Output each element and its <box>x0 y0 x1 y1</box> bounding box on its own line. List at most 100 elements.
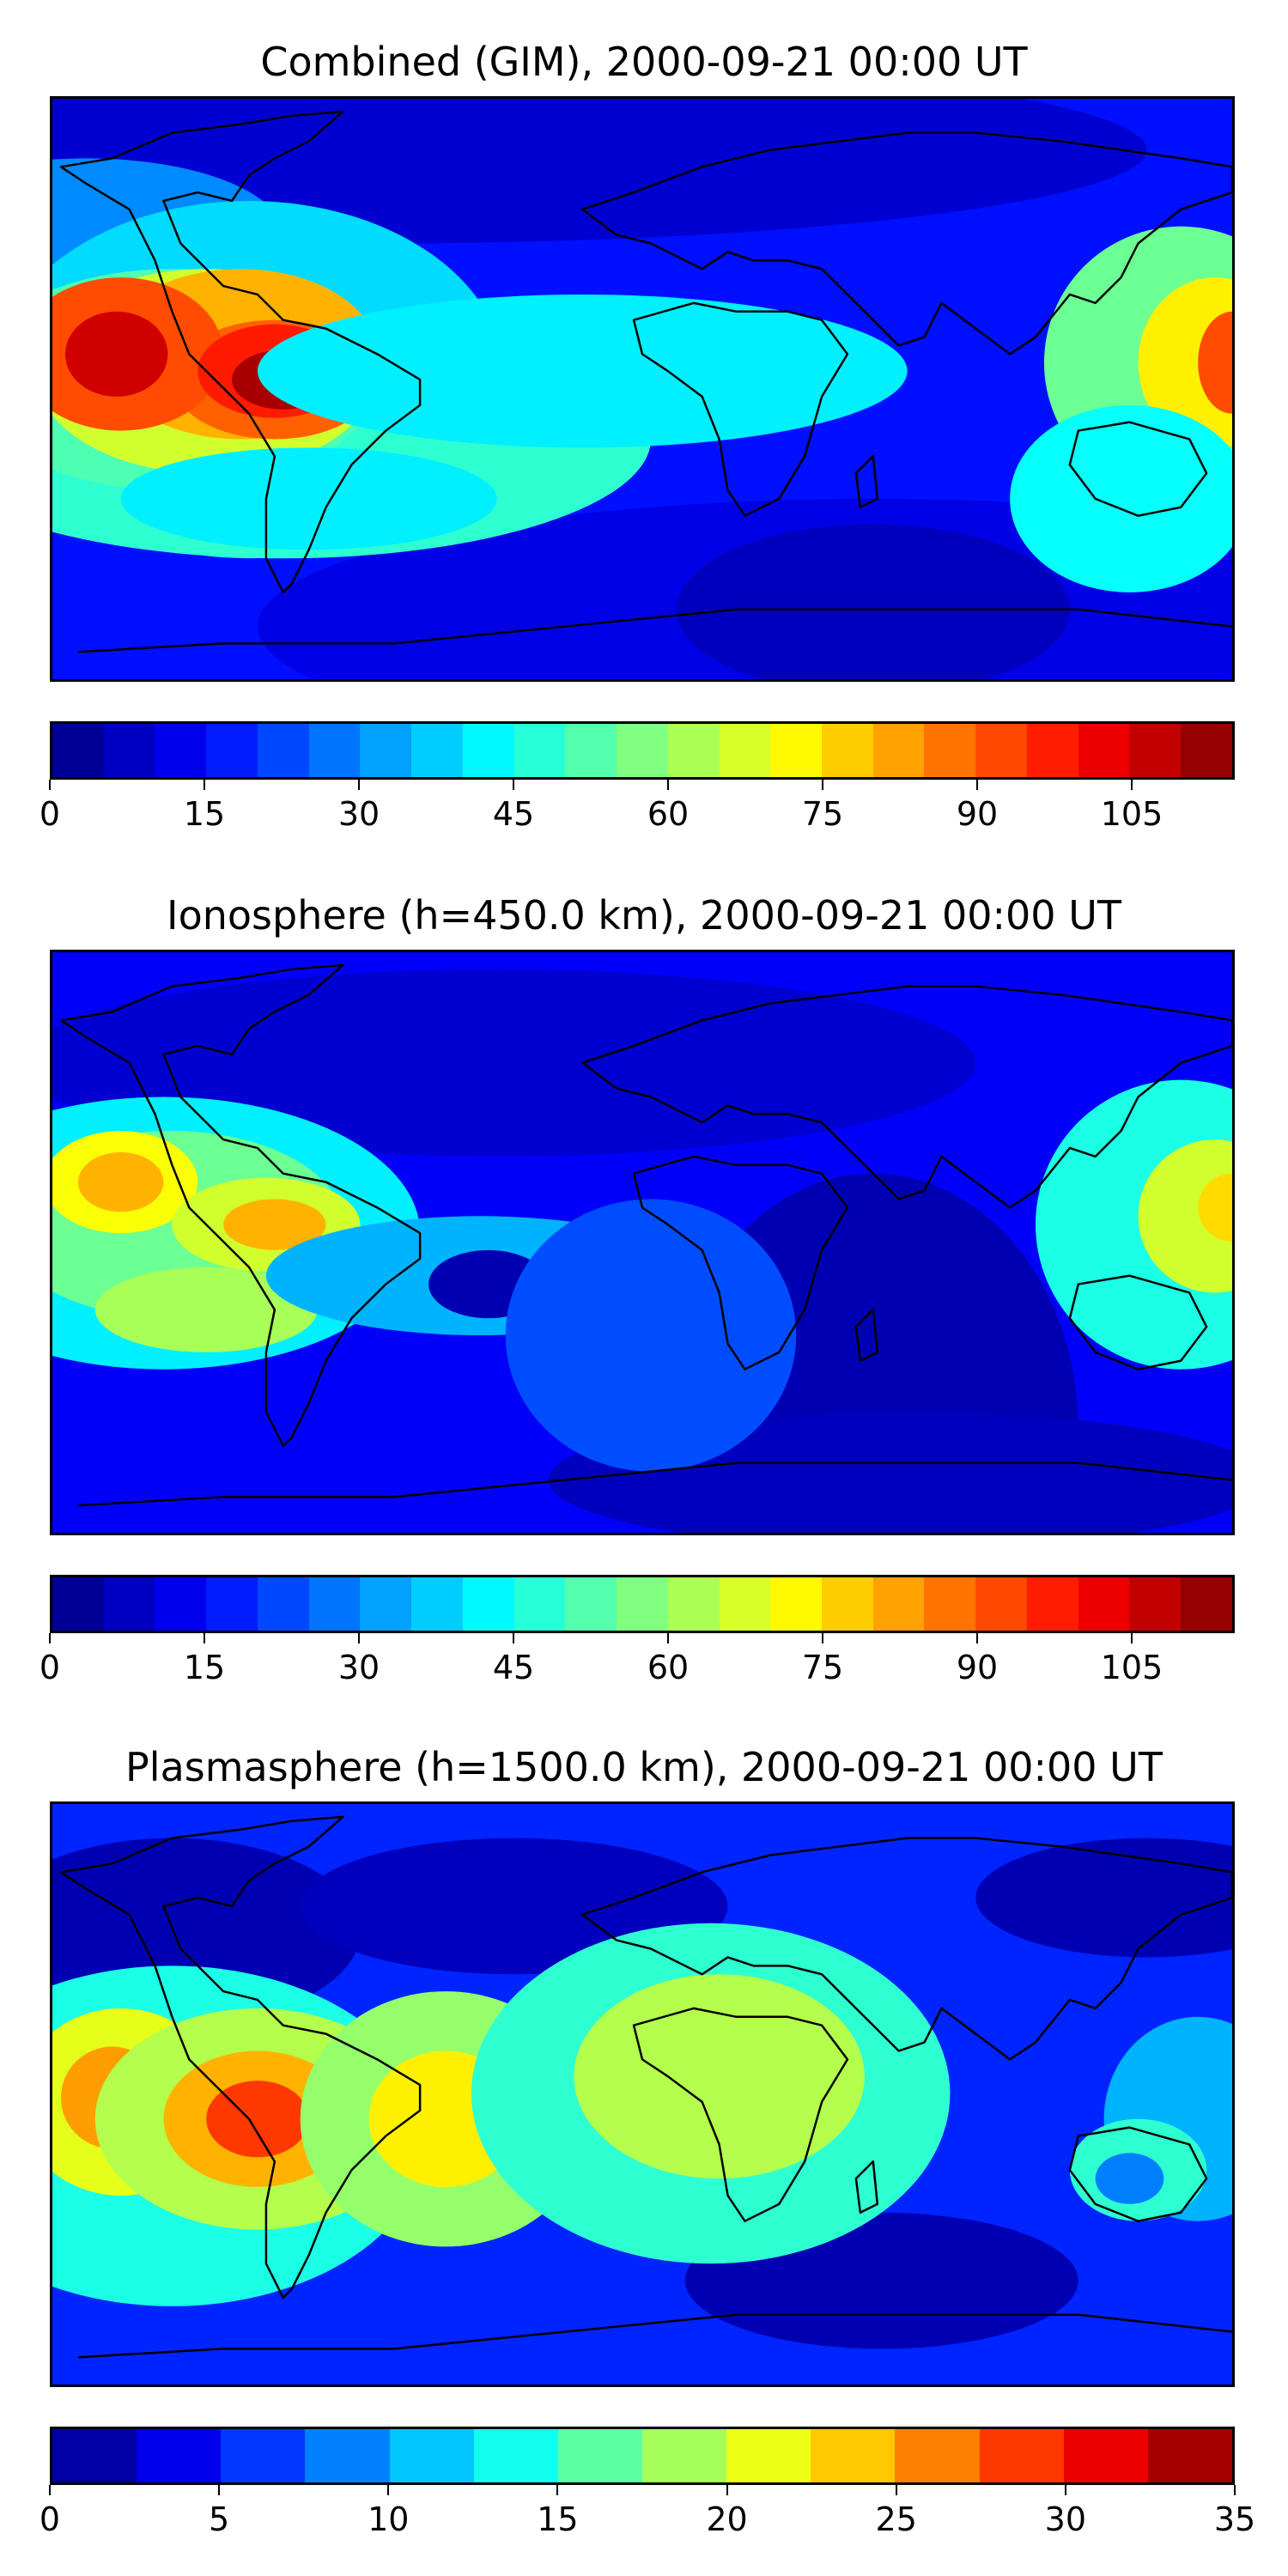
panel-title: Ionosphere (h=450.0 km), 2000-09-21 00:0… <box>167 892 1121 939</box>
colorbar-segment <box>1129 1577 1182 1631</box>
tec-contour <box>1138 277 1232 448</box>
colorbar-tick <box>513 1633 514 1643</box>
coastline <box>854 2160 879 2215</box>
colorbar-segment <box>462 1577 514 1631</box>
colorbar-segment <box>513 1577 566 1631</box>
colorbar-tick <box>726 2485 728 2495</box>
colorbar-tick <box>822 1633 823 1643</box>
colorbar-segment <box>822 1577 873 1631</box>
colorbar-segment <box>872 724 925 777</box>
colorbar-segment <box>667 1577 720 1631</box>
colorbar-ticks: 0 5 10 15 20 25 30 35 <box>39 2485 1255 2545</box>
colorbar-segment <box>822 724 873 777</box>
tec-contour <box>120 447 497 550</box>
coastline <box>581 1837 1232 2061</box>
colorbar-segment <box>975 1577 1027 1631</box>
colorbar-tick-label: 30 <box>337 795 380 833</box>
colorbar <box>50 721 1235 780</box>
colorbar-segment <box>719 724 771 777</box>
coastline <box>632 1155 849 1370</box>
colorbar-segment <box>1181 1577 1232 1631</box>
colorbar-tick-label: 15 <box>183 1649 226 1686</box>
colorbar-tick <box>1064 2485 1066 2495</box>
colorbar-tick <box>49 1633 51 1643</box>
coastline <box>59 110 422 594</box>
colorbar-tick <box>49 780 51 790</box>
coastline <box>59 963 422 1448</box>
colorbar-segment <box>155 1577 207 1631</box>
map-combined <box>50 96 1235 682</box>
colorbar-segment <box>565 1577 617 1631</box>
colorbar-segment <box>257 724 309 777</box>
colorbar-tick-label: 5 <box>209 2500 230 2538</box>
tec-contour <box>257 294 908 448</box>
colorbar-segment <box>137 2429 222 2482</box>
colorbar-segment <box>155 724 207 777</box>
colorbar-segment <box>1078 1577 1130 1631</box>
colorbar-tick-label: 60 <box>647 795 690 833</box>
colorbar-segment <box>206 1577 258 1631</box>
coastline <box>77 608 1232 653</box>
colorbar-segment <box>103 1577 155 1631</box>
colorbar-segment <box>308 1577 361 1631</box>
coastline <box>581 985 1232 1209</box>
colorbar-segment <box>1078 724 1130 777</box>
tec-contour <box>1095 2153 1164 2204</box>
colorbar-segment <box>1181 724 1232 777</box>
colorbar-tick <box>358 1633 360 1643</box>
colorbar-ticks: 0 15 30 45 60 75 90 105 <box>39 1633 1235 1693</box>
colorbar-tick-label: 30 <box>337 1649 380 1686</box>
colorbar-segment <box>557 2429 642 2482</box>
coastline <box>581 131 1232 355</box>
coastline <box>632 301 849 517</box>
colorbar <box>50 2427 1235 2485</box>
colorbar-tick <box>513 780 514 790</box>
colorbar-tick <box>556 2485 559 2495</box>
colorbar-segment <box>979 2429 1064 2482</box>
coastline <box>59 1815 422 2300</box>
colorbar-tick <box>976 1633 978 1643</box>
colorbar-tick <box>358 780 360 790</box>
coastline <box>77 2313 1232 2359</box>
map-plasmasphere <box>50 1801 1235 2387</box>
colorbar-tick <box>1234 2485 1236 2495</box>
colorbar-tick-label: 105 <box>1100 795 1163 833</box>
colorbar-tick <box>667 1633 669 1643</box>
colorbar-segment <box>617 1577 668 1631</box>
colorbar-ticks: 0 15 30 45 60 75 90 105 <box>39 780 1235 840</box>
coastline <box>77 1461 1232 1507</box>
colorbar-tick <box>204 780 205 790</box>
coastline <box>1068 2126 1208 2222</box>
colorbar-segment <box>221 2429 306 2482</box>
colorbar-segment <box>1129 724 1182 777</box>
coastline <box>1068 421 1208 517</box>
colorbar-segment <box>641 2429 727 2482</box>
colorbar-tick <box>218 2485 221 2495</box>
colorbar-tick-label: 105 <box>1100 1649 1163 1686</box>
colorbar-segment <box>770 724 823 777</box>
colorbar-segment <box>726 2429 811 2482</box>
colorbar-segment <box>719 1577 771 1631</box>
colorbar-tick-label: 75 <box>801 1649 844 1686</box>
colorbar-segment <box>411 724 463 777</box>
colorbar-tick <box>204 1633 205 1643</box>
colorbar-segment <box>975 724 1027 777</box>
tec-contour <box>505 1199 797 1472</box>
tec-contour <box>1198 1173 1232 1242</box>
colorbar-segment <box>52 2429 137 2482</box>
colorbar-tick-label: 30 <box>1044 2500 1087 2538</box>
colorbar-segment <box>305 2429 390 2482</box>
colorbar-segment <box>206 724 258 777</box>
colorbar-segment <box>872 1577 925 1631</box>
colorbar-segment <box>667 724 720 777</box>
tec-contour <box>52 99 1147 244</box>
colorbar-segment <box>411 1577 463 1631</box>
colorbar-tick-label: 45 <box>492 1649 535 1686</box>
colorbar-tick-label: 90 <box>956 795 999 833</box>
colorbar-segment <box>462 724 514 777</box>
tec-contour <box>1010 404 1232 592</box>
colorbar <box>50 1575 1235 1633</box>
colorbar-segment <box>811 2429 896 2482</box>
tec-contour <box>574 1974 865 2179</box>
tec-contour <box>206 2081 309 2158</box>
